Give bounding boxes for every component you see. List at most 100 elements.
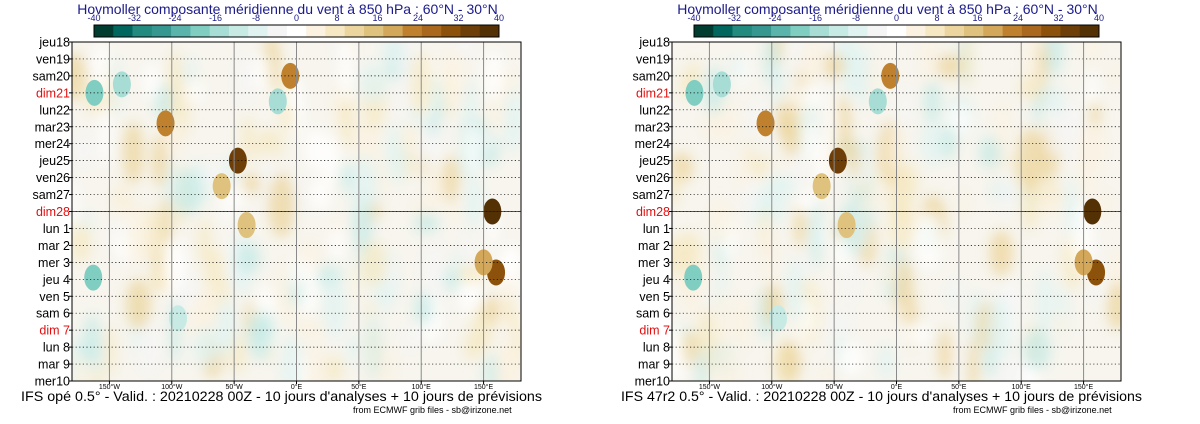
day-label: mer10: [35, 375, 70, 389]
longitude-label: 0°E: [291, 383, 303, 391]
colorbar-swatch: [944, 25, 965, 37]
day-label: jeu18: [638, 36, 670, 50]
day-label: dim21: [636, 86, 670, 100]
colorbar-swatch: [713, 25, 733, 37]
colorbar-swatch: [267, 25, 288, 37]
colorbar-tick-label: 8: [334, 13, 339, 23]
panel-2: Hovmoller composante méridienne du vent …: [621, 1, 1142, 415]
colorbar-swatch: [829, 25, 849, 37]
day-label: sam 6: [36, 307, 70, 321]
colorbar-swatch: [402, 25, 423, 37]
day-label: ven26: [36, 171, 70, 185]
day-label: mar23: [635, 120, 670, 134]
day-label: mer24: [35, 137, 70, 151]
colorbar-swatch: [344, 25, 365, 37]
longitude-label: 50°E: [951, 383, 967, 391]
longitude-label: 50°W: [226, 383, 244, 391]
day-label: mar 9: [638, 358, 670, 372]
longitude-label: 150°W: [699, 383, 720, 391]
credit-line: from ECMWF grib files - sb@irizone.net: [353, 405, 512, 415]
colorbar-swatch: [479, 25, 500, 37]
footer-caption: IFS opé 0.5° - Valid. : 20210228 00Z - 1…: [21, 388, 542, 404]
day-label: dim 7: [39, 324, 70, 338]
longitude-label: 100°W: [161, 383, 182, 391]
colorbar-swatch: [964, 25, 984, 37]
panel-1: Hovmoller composante méridienne du vent …: [21, 1, 542, 415]
day-label: mer 3: [38, 256, 70, 270]
wind-anomaly: [212, 173, 231, 200]
wind-anomaly: [812, 173, 831, 200]
colorbar-swatch: [364, 25, 384, 37]
wind-anomaly: [881, 62, 900, 89]
colorbar-swatch: [809, 25, 830, 37]
wind-anomaly: [769, 305, 788, 332]
wind-anomaly: [112, 71, 131, 98]
day-label: jeu 4: [42, 273, 70, 287]
colorbar-swatch: [1002, 25, 1023, 37]
colorbar-tick-label: -32: [728, 13, 741, 23]
colorbar-swatch: [190, 25, 211, 37]
day-label: sam27: [632, 188, 670, 202]
wind-anomaly: [868, 88, 887, 115]
day-label: ven 5: [639, 290, 670, 304]
longitude-label: 100°E: [412, 383, 431, 391]
colorbar-swatch: [1079, 25, 1100, 37]
colorbar-swatch: [171, 25, 191, 37]
colorbar-tick-label: -40: [687, 13, 700, 23]
colorbar-tick-label: -16: [809, 13, 822, 23]
wind-anomaly: [169, 305, 188, 332]
day-label: lun 8: [643, 341, 670, 355]
longitude-label: 150°W: [99, 383, 120, 391]
colorbar-tick-label: 32: [1053, 13, 1063, 23]
colorbar-tick-label: -40: [87, 13, 100, 23]
colorbar-swatch: [983, 25, 1003, 37]
day-label: dim21: [36, 86, 70, 100]
colorbar-swatch: [306, 25, 326, 37]
colorbar-tick-label: -16: [209, 13, 222, 23]
colorbar-tick-label: 0: [894, 13, 899, 23]
day-label: jeu 4: [642, 273, 670, 287]
colorbar-swatch: [906, 25, 926, 37]
wind-anomaly: [712, 71, 731, 98]
day-label: lun22: [39, 103, 70, 117]
colorbar-swatch: [132, 25, 153, 37]
colorbar: -40 -32 -24 -16 -8 0 8 16 24 32 40: [87, 13, 504, 38]
day-label: mar 2: [38, 239, 70, 253]
colorbar-swatch: [694, 25, 714, 37]
day-label: ven 5: [39, 290, 70, 304]
day-label: sam 6: [636, 307, 670, 321]
colorbar-tick-label: 24: [1013, 13, 1023, 23]
colorbar-swatch: [751, 25, 772, 37]
colorbar: -40 -32 -24 -16 -8 0 8 16 24 32 40: [687, 13, 1104, 38]
longitude-label: 150°E: [474, 383, 493, 391]
colorbar-tick-label: -8: [252, 13, 260, 23]
longitude-label: 150°E: [1074, 383, 1093, 391]
colorbar-swatch: [248, 25, 268, 37]
wind-anomaly: [156, 110, 175, 137]
day-label: ven26: [636, 171, 670, 185]
day-label: dim 7: [639, 324, 670, 338]
day-label: mar23: [35, 120, 70, 134]
day-label: mar 2: [638, 239, 670, 253]
colorbar-swatch: [286, 25, 307, 37]
colorbar-swatch: [383, 25, 403, 37]
colorbar-swatch: [325, 25, 346, 37]
colorbar-swatch: [229, 25, 249, 37]
colorbar-tick-label: -8: [852, 13, 860, 23]
day-label: sam20: [32, 69, 70, 83]
colorbar-frame: [693, 24, 1100, 38]
colorbar-tick-label: 40: [494, 13, 504, 23]
credit-line: from ECMWF grib files - sb@irizone.net: [953, 405, 1112, 415]
day-label: mar 9: [38, 358, 70, 372]
day-label: lun 1: [643, 222, 670, 236]
wind-anomaly: [268, 88, 287, 115]
wind-anomaly: [684, 264, 703, 291]
colorbar-tick-label: 16: [372, 13, 382, 23]
colorbar-tick-label: 24: [413, 13, 423, 23]
colorbar-tick-label: -32: [128, 13, 141, 23]
wind-anomaly: [837, 212, 856, 239]
longitude-label: 100°W: [761, 383, 782, 391]
colorbar-swatch: [94, 25, 114, 37]
footer-caption: IFS 47r2 0.5° - Valid. : 20210228 00Z - …: [621, 388, 1142, 404]
day-label: jeu25: [38, 154, 70, 168]
